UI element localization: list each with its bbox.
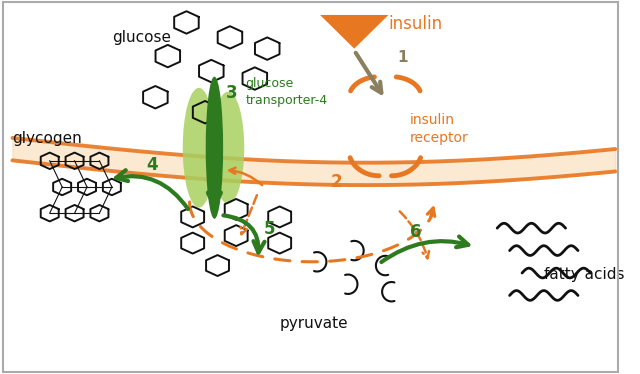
- Text: 2: 2: [331, 173, 342, 191]
- Ellipse shape: [212, 92, 244, 204]
- Text: 5: 5: [264, 220, 276, 238]
- Polygon shape: [320, 15, 388, 49]
- Text: 4: 4: [146, 156, 157, 174]
- Text: fatty acids: fatty acids: [544, 267, 624, 282]
- Text: glucose: glucose: [112, 30, 171, 45]
- Text: 1: 1: [398, 50, 408, 65]
- Text: insulin: insulin: [388, 15, 443, 33]
- Text: insulin
receptor: insulin receptor: [410, 113, 469, 145]
- Text: 3: 3: [226, 85, 237, 102]
- Text: 6: 6: [410, 224, 422, 242]
- Ellipse shape: [205, 77, 223, 219]
- Text: pyruvate: pyruvate: [280, 316, 348, 331]
- Text: glycogen: glycogen: [12, 131, 82, 146]
- Text: glucose
transporter-4: glucose transporter-4: [246, 77, 328, 107]
- Ellipse shape: [183, 88, 215, 208]
